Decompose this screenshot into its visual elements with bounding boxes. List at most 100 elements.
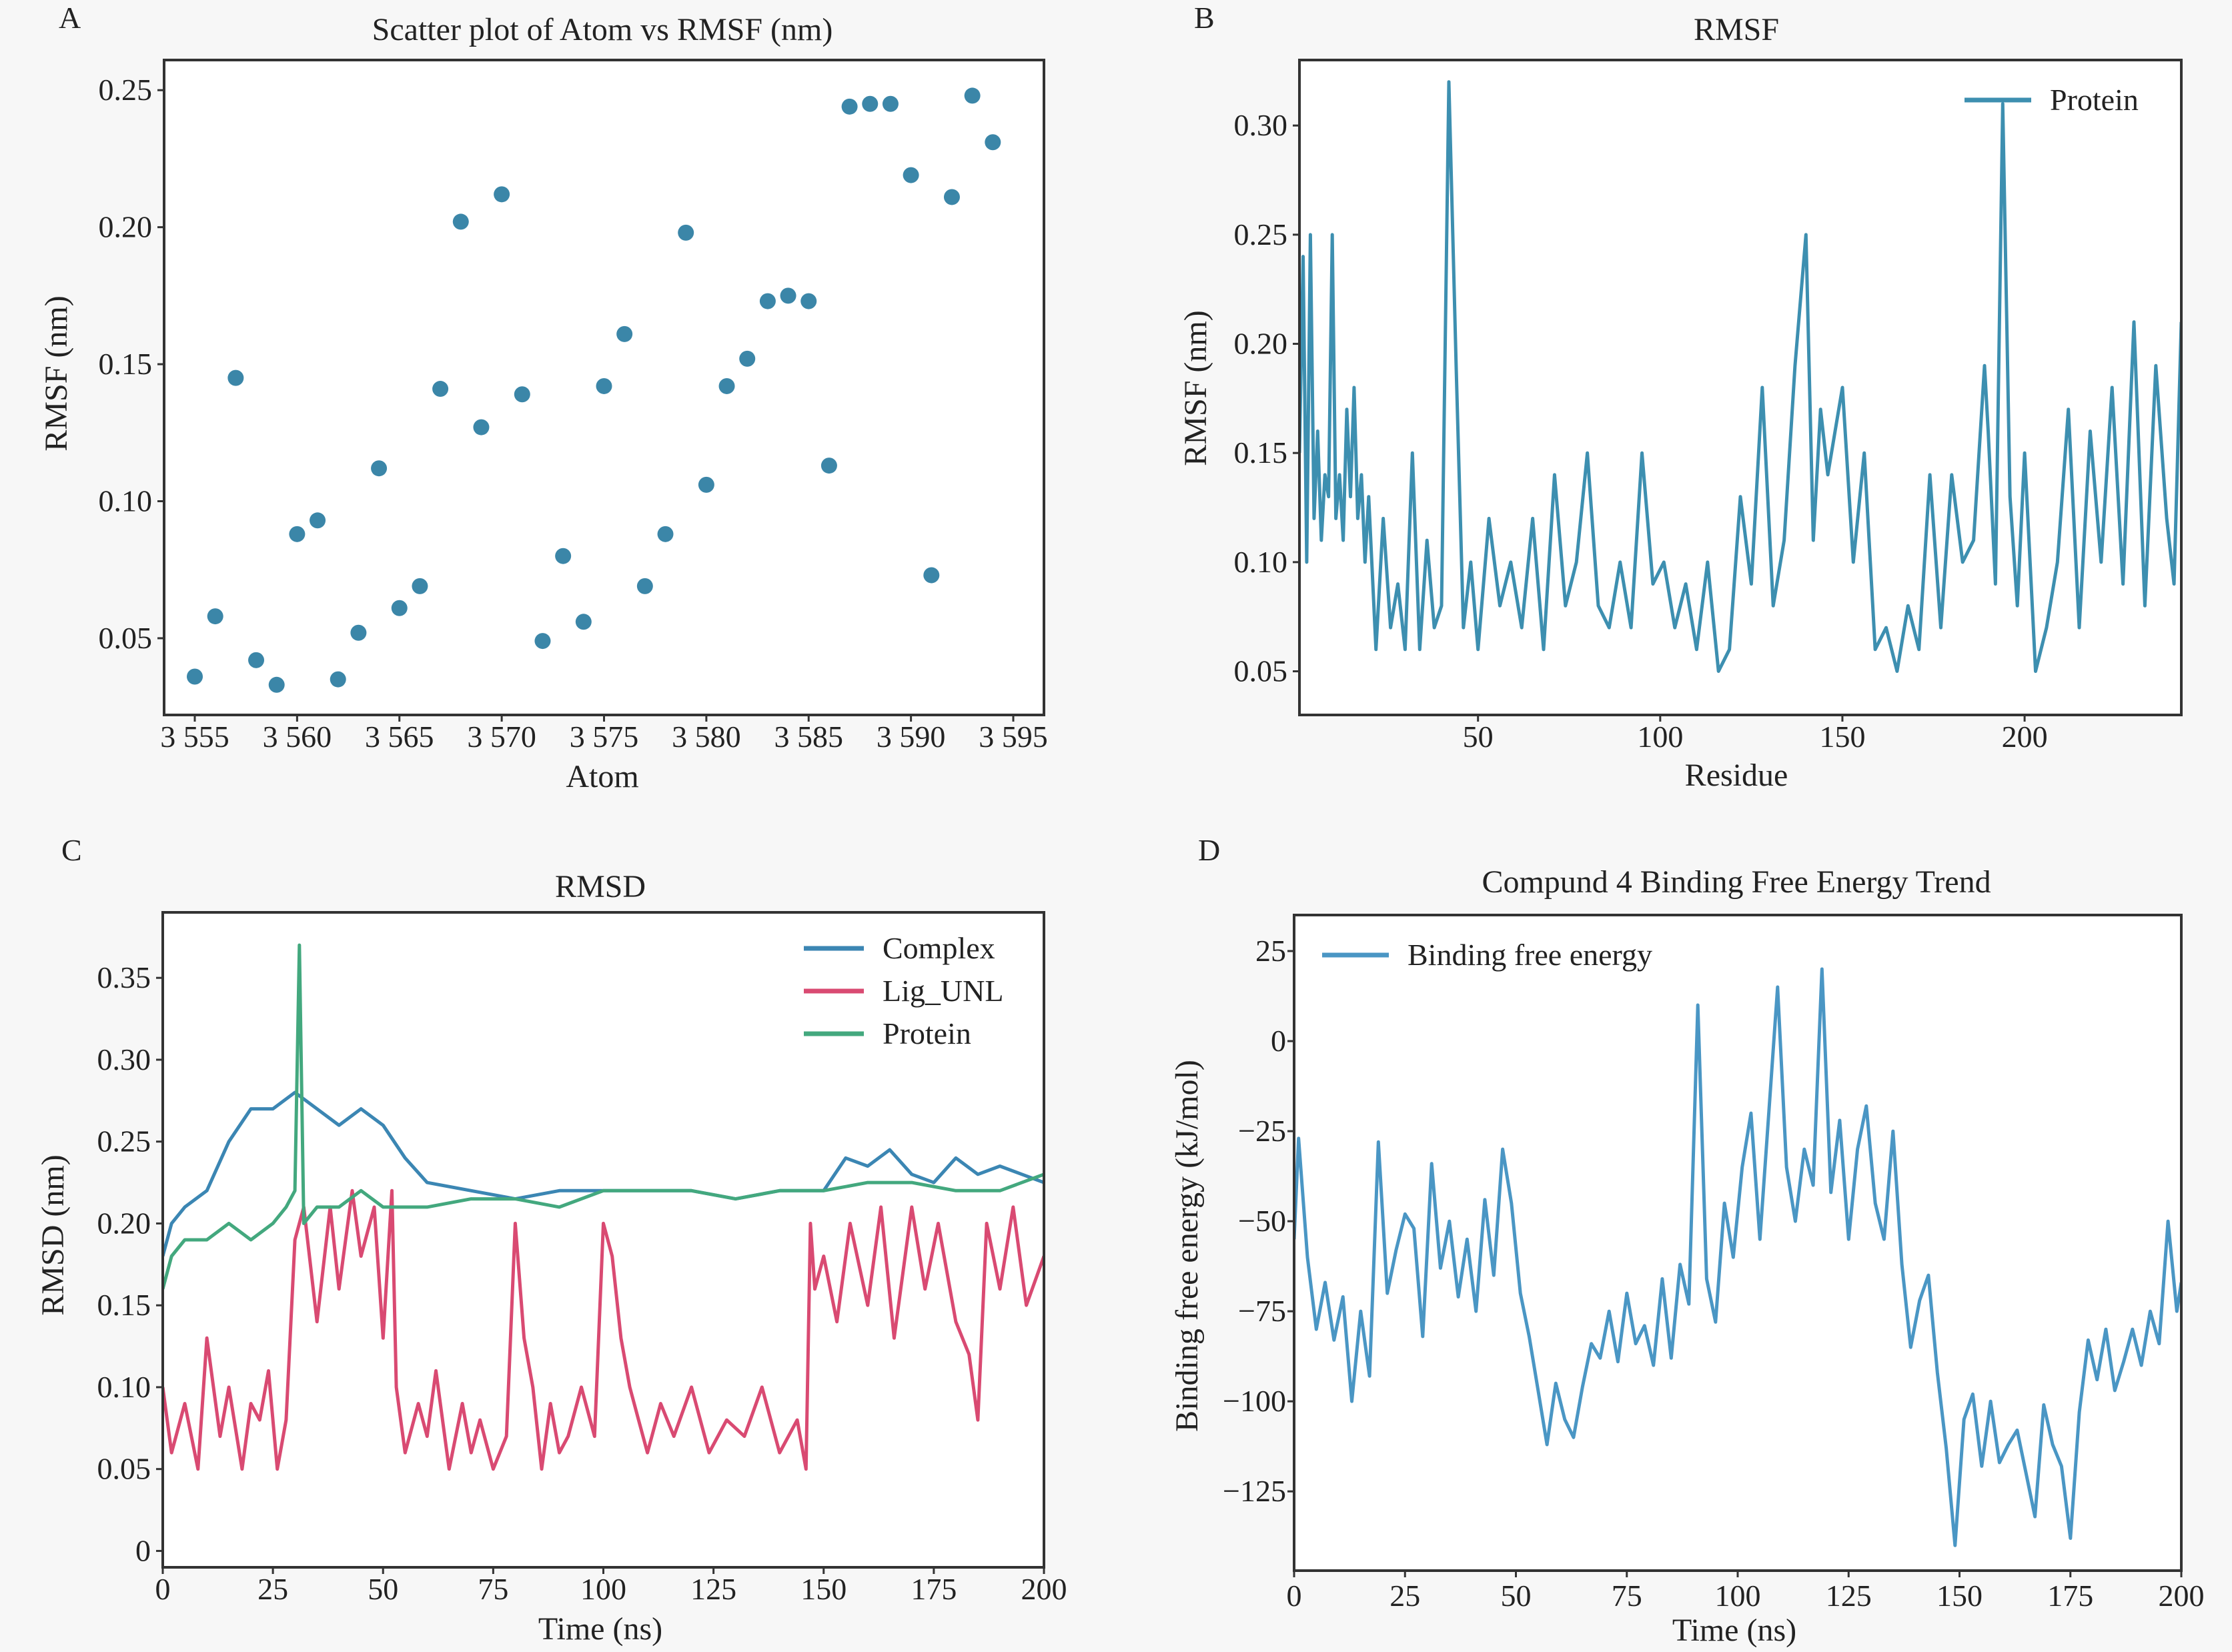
panel-a-data-point (534, 633, 551, 650)
panel-d-legend-label: Binding free energy (1408, 938, 1652, 972)
panel-a-data-point (943, 189, 960, 205)
panel-c-x-tick-label: 25 (257, 1572, 288, 1606)
panel-c-y-tick-label: 0.20 (97, 1206, 151, 1240)
panel-d-y-tick-label: 25 (1255, 934, 1286, 968)
panel-a-data-point (391, 600, 408, 616)
panel-c-x-tick-label: 125 (690, 1572, 736, 1606)
panel-a-data-point (903, 167, 919, 183)
panel-d-x-tick-label: 200 (2159, 1579, 2205, 1613)
panel-c-y-tick-label: 0.30 (97, 1042, 151, 1076)
panel-a-x-tick-label: 3 565 (365, 720, 434, 754)
panel-c-series-lig-unl (164, 1188, 1043, 1471)
panel-a-data-point (350, 624, 367, 641)
panel-d-y-tick-label: −75 (1238, 1294, 1286, 1328)
panel-c-x-tick-label: 75 (478, 1572, 508, 1606)
panel-a-x-tick-label: 3 595 (979, 720, 1048, 754)
panel-b-y-tick-label: 0.05 (1234, 654, 1288, 688)
panel-c-x-tick-label: 100 (580, 1572, 626, 1606)
panel-c-legend-label: Protein (883, 1016, 971, 1050)
panel-b-x-tick-label: 150 (1819, 720, 1865, 754)
panel-a-data-point (494, 186, 510, 203)
panel-a-x-axis-label: Atom (566, 759, 638, 794)
panel-a-x-tick-label: 3 575 (570, 720, 639, 754)
panel-a-x-tick-label: 3 570 (467, 720, 536, 754)
panel-b-x-tick-label: 100 (1637, 720, 1683, 754)
panel-b-x-tick-label: 50 (1463, 720, 1494, 754)
panel-a-data-point (882, 95, 899, 112)
panel-a-data-point (862, 95, 879, 112)
panel-a-data-point (227, 369, 244, 386)
panel-a-data-point (698, 476, 714, 493)
panel-d-y-tick-label: −125 (1223, 1474, 1286, 1508)
panel-a-data-point (371, 460, 388, 477)
panel-a-data-point (514, 386, 530, 403)
panel-c-series-protein (164, 943, 1043, 1290)
panel-c-x-tick-label: 200 (1021, 1572, 1067, 1606)
panel-a-data-point (841, 98, 858, 115)
panel-c-x-axis-label: Time (ns) (538, 1611, 662, 1647)
panel-a-data-point (800, 293, 817, 309)
panel-d-plot-frame (1293, 914, 2183, 1572)
panel-a-x-tick-label: 3 580 (672, 720, 741, 754)
panel-a-y-axis-label: RMSF (nm) (39, 295, 74, 451)
panel-c-y-tick-label: 0 (135, 1533, 151, 1567)
panel-a-data-point (452, 213, 469, 230)
panel-b-series-protein (1301, 80, 2180, 673)
panel-d-plot-area (1295, 967, 2180, 1547)
panel-c-y-tick-label: 0.35 (97, 960, 151, 994)
panel-c-plot-area (164, 943, 1043, 1471)
panel-a-x-tick-label: 3 585 (774, 720, 843, 754)
panel-letter-d: D (1198, 833, 1220, 867)
panel-a-data-point (759, 293, 776, 309)
panel-b-x-axis-label: Residue (1685, 758, 1788, 793)
panel-a-x-tick-label: 3 590 (877, 720, 946, 754)
panel-a-data-point (310, 512, 326, 529)
panel-b-y-tick-label: 0.20 (1234, 327, 1288, 361)
panel-b-y-axis-label: RMSF (nm) (1178, 310, 1213, 466)
panel-d-y-tick-label: −50 (1238, 1204, 1286, 1238)
panel-a-x-tick-label: 3 560 (263, 720, 332, 754)
panel-c-x-tick-label: 150 (800, 1572, 847, 1606)
panel-b-y-tick-label: 0.10 (1234, 545, 1288, 579)
panel-d-x-tick-label: 50 (1501, 1579, 1532, 1613)
panel-c-legend-label: Complex (883, 931, 995, 965)
panel-a-data-point (596, 377, 612, 394)
panel-b-legend-label: Protein (2050, 83, 2139, 117)
panel-d-x-tick-label: 175 (2047, 1579, 2093, 1613)
panel-d-x-tick-label: 125 (1826, 1579, 1872, 1613)
panel-letter-b: B (1194, 1, 1215, 35)
panel-d-y-tick-label: −25 (1238, 1114, 1286, 1148)
panel-d-x-tick-label: 150 (1936, 1579, 1983, 1613)
panel-b-plot-area (1301, 80, 2180, 673)
panel-d-x-tick-label: 75 (1612, 1579, 1642, 1613)
panel-a-data-point (616, 325, 633, 342)
panel-d-x-tick-label: 100 (1715, 1579, 1761, 1613)
panel-a-data-point (985, 134, 1001, 151)
panel-b-x-tick-label: 200 (2002, 720, 2048, 754)
panel-a-x-tick-label: 3 555 (160, 720, 229, 754)
panel-letter-a: A (59, 1, 81, 35)
panel-c-series-complex (164, 1090, 1043, 1257)
panel-d-x-axis-label: Time (ns) (1672, 1613, 1796, 1648)
panel-a-data-point (432, 381, 449, 397)
panel-a-y-tick-label: 0.15 (99, 347, 153, 381)
panel-b-y-tick-label: 0.25 (1234, 217, 1288, 251)
panel-a-data-point (923, 567, 940, 584)
panel-b-y-tick-label: 0.30 (1234, 108, 1288, 142)
panel-d-x-tick-label: 25 (1389, 1579, 1420, 1613)
panel-a-data-point (412, 578, 428, 594)
panel-c-x-tick-label: 175 (911, 1572, 957, 1606)
panel-b-y-tick-label: 0.15 (1234, 436, 1288, 470)
panel-c-rmsd-line: C RMSD Time (ns) RMSD (nm) 0 25 50 75 100 125… (35, 833, 1067, 1647)
panel-c-x-tick-label: 0 (155, 1572, 171, 1606)
panel-a-data-point (636, 578, 653, 594)
panel-c-y-axis-label: RMSD (nm) (35, 1154, 71, 1315)
panel-a-data-point (473, 419, 490, 436)
panel-a-data-point (678, 224, 694, 241)
panel-a-data-point (289, 526, 306, 542)
panel-b-rmsf-line: B RMSF Residue RMSF (nm) 50 100 150 200 0.05… (1178, 1, 2183, 793)
panel-a-y-tick-label: 0.10 (99, 484, 153, 518)
panel-letter-c: C (61, 833, 82, 867)
panel-d-x-tick-label: 0 (1287, 1579, 1302, 1613)
